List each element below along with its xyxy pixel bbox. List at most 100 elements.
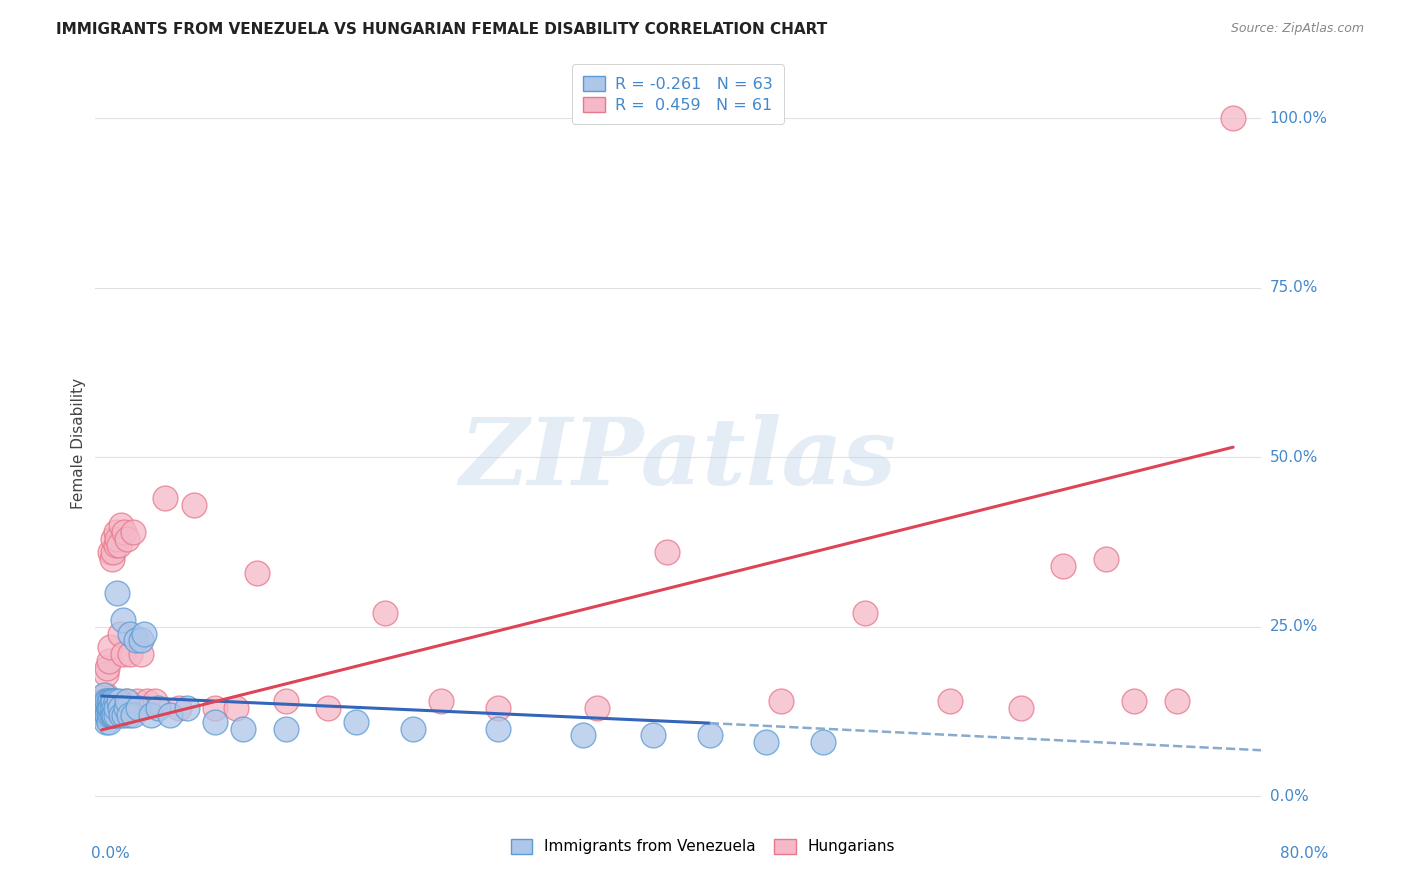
Point	[1052, 558, 1074, 573]
Point	[232, 722, 254, 736]
Point	[98, 545, 121, 559]
Point	[107, 539, 129, 553]
Point	[246, 566, 269, 580]
Point	[93, 688, 115, 702]
Point	[699, 728, 721, 742]
Text: 50.0%: 50.0%	[1270, 450, 1317, 465]
Point	[97, 701, 120, 715]
Point	[121, 524, 143, 539]
Point	[98, 694, 121, 708]
Point	[103, 701, 125, 715]
Point	[97, 654, 120, 668]
Point	[853, 607, 876, 621]
Point	[94, 694, 117, 708]
Point	[114, 701, 136, 715]
Text: 0.0%: 0.0%	[1270, 789, 1309, 804]
Point	[104, 524, 127, 539]
Point	[108, 626, 131, 640]
Point	[98, 701, 121, 715]
Point	[148, 701, 170, 715]
Point	[486, 701, 509, 715]
Point	[129, 633, 152, 648]
Point	[1123, 694, 1146, 708]
Point	[105, 701, 128, 715]
Point	[100, 708, 122, 723]
Point	[141, 708, 163, 723]
Point	[125, 694, 148, 708]
Point	[96, 708, 118, 723]
Point	[1010, 701, 1032, 715]
Point	[769, 694, 792, 708]
Point	[112, 708, 135, 723]
Text: 25.0%: 25.0%	[1270, 619, 1317, 634]
Point	[101, 708, 124, 723]
Point	[811, 735, 834, 749]
Point	[101, 694, 124, 708]
Y-axis label: Female Disability: Female Disability	[72, 378, 86, 509]
Point	[94, 714, 117, 729]
Point	[97, 701, 120, 715]
Legend: Immigrants from Venezuela, Hungarians: Immigrants from Venezuela, Hungarians	[503, 831, 903, 862]
Point	[100, 701, 122, 715]
Point	[96, 701, 118, 715]
Point	[115, 694, 138, 708]
Point	[94, 667, 117, 681]
Point	[274, 722, 297, 736]
Point	[96, 708, 118, 723]
Point	[114, 694, 136, 708]
Point	[97, 714, 120, 729]
Point	[100, 552, 122, 566]
Point	[129, 647, 152, 661]
Point	[98, 640, 121, 655]
Point	[274, 694, 297, 708]
Text: 0.0%: 0.0%	[91, 847, 131, 861]
Point	[91, 694, 114, 708]
Point	[111, 613, 134, 627]
Point	[93, 701, 115, 715]
Text: Source: ZipAtlas.com: Source: ZipAtlas.com	[1230, 22, 1364, 36]
Text: 80.0%: 80.0%	[1281, 847, 1329, 861]
Point	[105, 586, 128, 600]
Point	[93, 694, 115, 708]
Point	[104, 539, 127, 553]
Text: IMMIGRANTS FROM VENEZUELA VS HUNGARIAN FEMALE DISABILITY CORRELATION CHART: IMMIGRANTS FROM VENEZUELA VS HUNGARIAN F…	[56, 22, 828, 37]
Point	[96, 694, 118, 708]
Point	[96, 701, 118, 715]
Point	[112, 524, 135, 539]
Point	[571, 728, 593, 742]
Text: 75.0%: 75.0%	[1270, 280, 1317, 295]
Point	[176, 701, 198, 715]
Point	[183, 498, 205, 512]
Point	[344, 714, 367, 729]
Point	[104, 701, 127, 715]
Point	[486, 722, 509, 736]
Point	[91, 708, 114, 723]
Point	[1222, 112, 1244, 126]
Point	[127, 701, 149, 715]
Point	[402, 722, 425, 736]
Point	[585, 701, 607, 715]
Point	[115, 532, 138, 546]
Point	[97, 694, 120, 708]
Point	[110, 518, 132, 533]
Point	[100, 694, 122, 708]
Point	[93, 708, 115, 723]
Point	[1095, 552, 1118, 566]
Point	[107, 694, 129, 708]
Point	[204, 714, 226, 729]
Point	[98, 694, 121, 708]
Point	[159, 708, 181, 723]
Point	[939, 694, 962, 708]
Point	[169, 701, 191, 715]
Text: ZIPatlas: ZIPatlas	[460, 414, 897, 504]
Point	[132, 626, 155, 640]
Point	[105, 532, 128, 546]
Point	[94, 701, 117, 715]
Point	[96, 660, 118, 674]
Point	[755, 735, 778, 749]
Point	[97, 694, 120, 708]
Point	[204, 701, 226, 715]
Point	[93, 708, 115, 723]
Point	[97, 701, 120, 715]
Point	[643, 728, 665, 742]
